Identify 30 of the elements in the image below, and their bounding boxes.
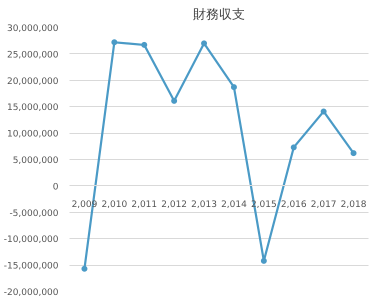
y-tick-label: 30,000,000 bbox=[6, 24, 59, 34]
x-tick-label: 2,011 bbox=[131, 200, 158, 210]
y-tick-label: -5,000,000 bbox=[9, 208, 59, 219]
x-tick-label: 2,010 bbox=[101, 200, 128, 210]
x-tick-label: 2,016 bbox=[280, 200, 307, 210]
x-tick-label: 2,017 bbox=[310, 200, 337, 210]
point bbox=[290, 144, 297, 150]
point bbox=[230, 84, 237, 90]
y-tick-label: 5,000,000 bbox=[12, 156, 59, 166]
y-tick-label: 0 bbox=[52, 182, 59, 192]
x-tick-label: 2,013 bbox=[191, 200, 217, 210]
point bbox=[350, 150, 357, 156]
point bbox=[201, 40, 208, 46]
x-tick-label: 2,012 bbox=[161, 200, 188, 210]
point bbox=[320, 108, 327, 114]
y-tick-label: 10,000,000 bbox=[6, 130, 59, 140]
y-tick-label: -10,000,000 bbox=[4, 235, 59, 246]
y-tick-label: 20,000,000 bbox=[6, 76, 59, 87]
point bbox=[171, 98, 178, 104]
chart-title: 財務収支 bbox=[193, 8, 245, 22]
x-tick-label: 2,014 bbox=[221, 200, 248, 210]
point bbox=[141, 42, 148, 48]
point bbox=[111, 39, 118, 46]
point bbox=[81, 266, 88, 272]
point bbox=[260, 258, 267, 264]
y-tick-label: 25,000,000 bbox=[6, 50, 59, 60]
y-tick-label: 15,000,000 bbox=[6, 103, 59, 114]
y-tick-label: -20,000,000 bbox=[4, 288, 59, 298]
x-tick-label: 2,018 bbox=[340, 200, 367, 210]
y-tick-label: -15,000,000 bbox=[4, 262, 59, 272]
